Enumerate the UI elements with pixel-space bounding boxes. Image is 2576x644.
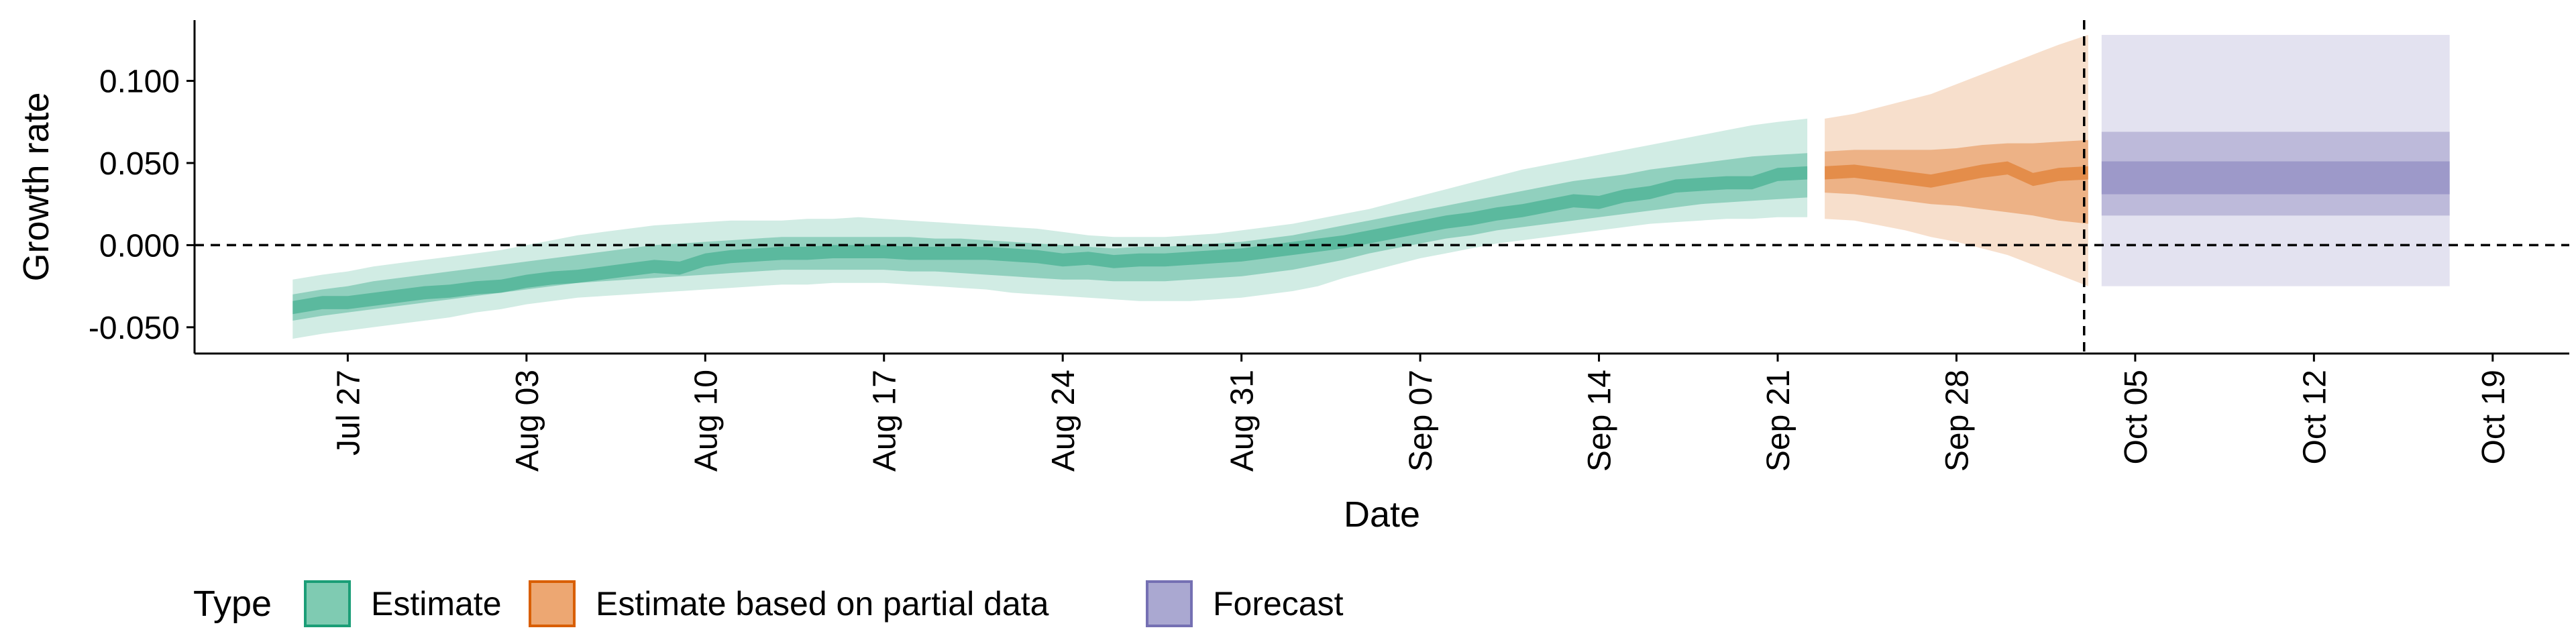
x-tick-label: Oct 19 <box>2476 370 2512 464</box>
legend-label-1: Estimate <box>371 585 502 623</box>
x-tick-label: Aug 10 <box>688 370 724 472</box>
legend: Type Estimate Estimate based on partial d… <box>193 580 1344 627</box>
legend-key-2 <box>529 580 576 627</box>
estimate-based-on-partial-data-ribbon-50 <box>1825 140 2088 224</box>
x-tick-label: Aug 03 <box>510 370 545 472</box>
estimate-based-on-partial-data-ribbon-20 <box>1825 161 2088 188</box>
estimate-ribbon-90 <box>292 118 1808 339</box>
x-tick-label: Aug 17 <box>867 370 903 472</box>
estimate-ribbon-50 <box>292 153 1808 321</box>
x-tick-label: Aug 24 <box>1046 370 1081 472</box>
x-tick-label: Sep 21 <box>1761 370 1796 472</box>
legend-label-3: Forecast <box>1213 585 1344 623</box>
reference-lines <box>195 20 2569 354</box>
legend-label-2: Estimate based on partial data <box>596 585 1049 623</box>
legend-key-3 <box>1146 580 1193 627</box>
legend-key-1 <box>304 580 351 627</box>
forecast-ribbon-20 <box>2101 161 2450 195</box>
x-tick-label: Jul 27 <box>331 370 366 455</box>
forecast-ribbon-50 <box>2101 131 2450 216</box>
ribbon-layer <box>292 35 2450 339</box>
x-tick-label: Oct 12 <box>2297 370 2332 464</box>
y-axis-label: Growth rate <box>16 92 56 281</box>
y-tick-label: 0.100 <box>99 64 180 100</box>
x-tick-label: Sep 28 <box>1940 370 1976 472</box>
estimate-based-on-partial-data-ribbon-90 <box>1825 35 2088 286</box>
y-tick-label: 0.000 <box>99 228 180 264</box>
y-tick-label: 0.050 <box>99 146 180 182</box>
x-axis-label: Date <box>1344 494 1420 535</box>
y-tick-label: -0.050 <box>89 311 180 346</box>
x-tick-label: Oct 05 <box>2118 370 2154 464</box>
legend-title: Type <box>193 584 272 624</box>
x-tick-label: Aug 31 <box>1225 370 1260 472</box>
x-tick-label: Sep 07 <box>1403 370 1439 472</box>
axes: Jul 27 Aug 03 Aug 10 Aug 17 Aug 24 Aug 31 Sep … <box>89 20 2569 472</box>
x-tick-label: Sep 14 <box>1582 370 1618 472</box>
